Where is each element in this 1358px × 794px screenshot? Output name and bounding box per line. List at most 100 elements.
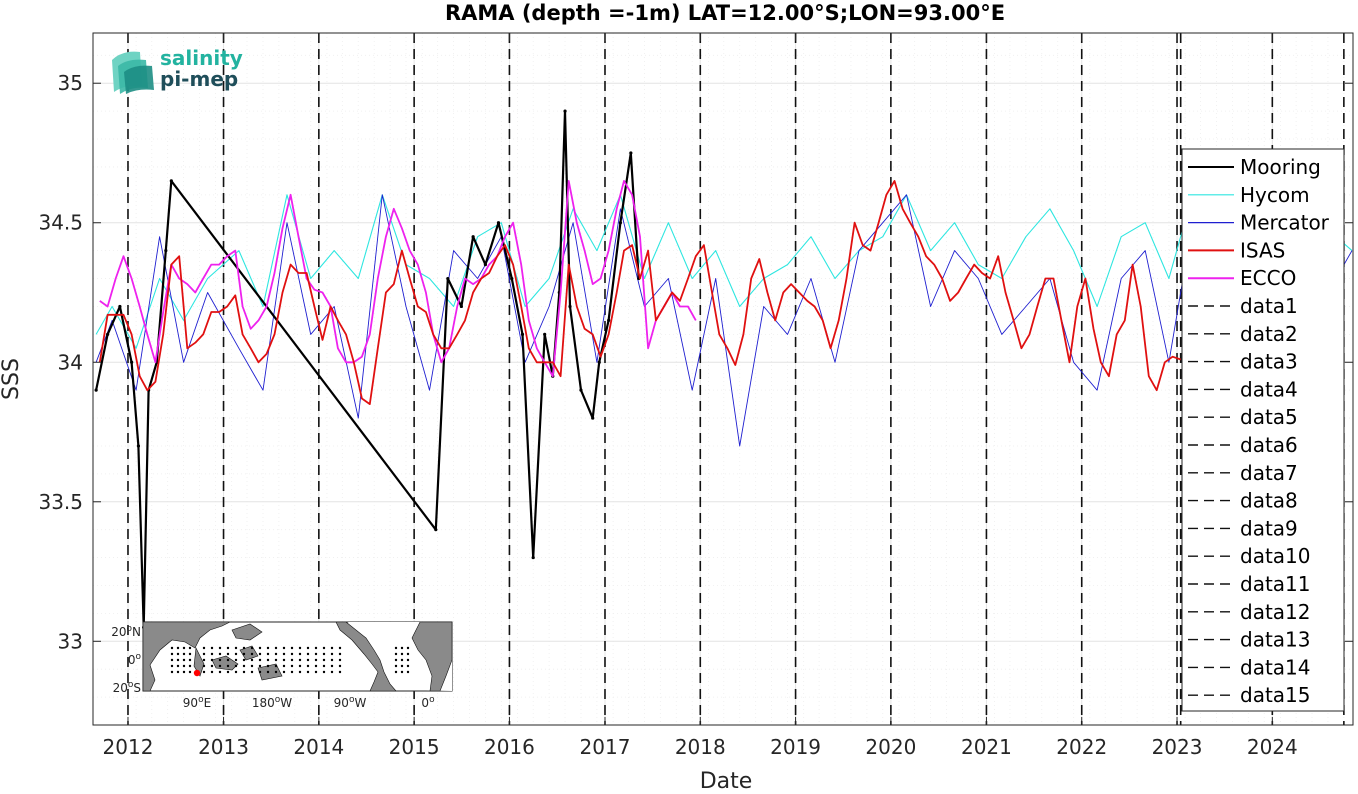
mooring-dot (290, 664, 294, 668)
legend-entry-data1: data1 (1188, 294, 1298, 318)
mooring-point (118, 304, 122, 309)
mooring-dot (394, 670, 398, 674)
mooring-point (568, 304, 572, 309)
legend-entry-hycom: Hycom (1188, 183, 1310, 207)
mooring-dot (218, 658, 222, 662)
mooring-dot (202, 658, 206, 662)
mooring-dot (400, 652, 404, 656)
mooring-dot (182, 664, 186, 668)
legend-label: data5 (1240, 405, 1298, 429)
x-tick-label-2019: 2019 (770, 735, 821, 759)
mooring-dot (400, 646, 404, 650)
mooring-dot (306, 670, 310, 674)
x-tick-label-2022: 2022 (1056, 735, 1107, 759)
mooring-dot (258, 652, 262, 656)
mooring-point (531, 555, 535, 560)
mooring-point (434, 528, 438, 532)
x-tick-label-2021: 2021 (961, 735, 1012, 759)
mooring-dot (226, 652, 230, 656)
mooring-dot (188, 652, 192, 656)
mooring-dot (176, 646, 180, 650)
mooring-dot (266, 652, 270, 656)
y-tick-label: 34.5 (38, 211, 83, 235)
legend-entry-ecco: ECCO (1188, 266, 1296, 290)
x-tick-label-2018: 2018 (675, 735, 726, 759)
mooring-dot (258, 658, 262, 662)
mooring-dot (298, 658, 302, 662)
mooring-dot (298, 646, 302, 650)
mooring-dot (258, 664, 262, 668)
logo-text-salinity: salinity (160, 46, 243, 70)
legend-box (1181, 148, 1345, 712)
legend-label: data12 (1240, 600, 1311, 624)
mooring-dot (394, 664, 398, 668)
mooring-dot (242, 670, 246, 674)
mooring-dot (274, 664, 278, 668)
mooring-dot (242, 652, 246, 656)
mooring-dot (394, 646, 398, 650)
mooring-dot (266, 670, 270, 674)
mooring-dot (170, 664, 174, 668)
mooring-dot (322, 658, 326, 662)
mooring-dot (210, 646, 214, 650)
mooring-dot (406, 658, 410, 662)
inset-map: 20oN 0o 20oS 90oE 180oW 90oW 0o (111, 621, 453, 710)
legend-label: data4 (1240, 377, 1298, 401)
mooring-point (591, 416, 595, 420)
legend-label: data9 (1240, 516, 1298, 540)
mooring-dot (338, 652, 342, 656)
legend-label: Mercator (1240, 211, 1330, 235)
legend-label: data15 (1240, 683, 1311, 707)
inset-lon-label: 180oW (252, 695, 292, 710)
legend-entry-mooring: Mooring (1188, 155, 1321, 179)
mooring-dot (314, 652, 318, 656)
mooring-point (106, 332, 110, 336)
mooring-dot (176, 664, 180, 668)
mooring-dot (250, 646, 254, 650)
legend-entry-data4: data4 (1188, 377, 1298, 401)
legend-entry-mercator: Mercator (1188, 211, 1330, 235)
mooring-point (510, 276, 514, 281)
mooring-dot (282, 658, 286, 662)
mooring-point (471, 235, 475, 239)
inset-lat-label: 20oN (111, 624, 141, 639)
mooring-dot (322, 664, 326, 668)
series-line-ecco (99, 180, 697, 378)
y-tick-label: 33 (58, 629, 83, 653)
mooring-dot (266, 658, 270, 662)
legend-entry-data3: data3 (1188, 350, 1298, 374)
mooring-point (130, 360, 134, 364)
legend-entry-data12: data12 (1188, 600, 1311, 624)
mooring-dot (250, 652, 254, 656)
mooring-dot (170, 670, 174, 674)
legend-label: data1 (1240, 294, 1298, 318)
mooring-dot (210, 670, 214, 674)
salinity-pi-mep-logo: salinity pi-mep (112, 46, 243, 94)
x-axis-ticks: 2012 2013 2014 2015 2016 2017 2018 2019 2020 2021… (103, 33, 1298, 759)
legend-entry-isas: ISAS (1188, 238, 1285, 262)
mooring-dot (298, 664, 302, 668)
mooring-dot (234, 664, 238, 668)
mooring-dot (400, 670, 404, 674)
mooring-dot (226, 658, 230, 662)
mooring-point (607, 318, 611, 323)
mooring-dot (314, 670, 318, 674)
x-tick-label-2016: 2016 (484, 735, 535, 759)
mooring-dot (406, 646, 410, 650)
mooring-dot (170, 652, 174, 656)
mooring-dot (176, 670, 180, 674)
mooring-dot (290, 670, 294, 674)
mooring-dot (202, 664, 206, 668)
mooring-dot (210, 658, 214, 662)
x-tick-label-2020: 2020 (865, 735, 916, 759)
mooring-dot (176, 658, 180, 662)
mooring-dot (202, 670, 206, 674)
mooring-dot (226, 664, 230, 668)
legend-entry-data8: data8 (1188, 489, 1298, 513)
mooring-dot (182, 646, 186, 650)
mooring-dot (176, 652, 180, 656)
inset-lat-label: 0o (128, 652, 142, 667)
chart-title: RAMA (depth =-1m) LAT=12.00°S;LON=93.00°… (445, 1, 1005, 25)
y-axis-ticks: 33 33.5 34 34.5 35 (38, 71, 1353, 653)
